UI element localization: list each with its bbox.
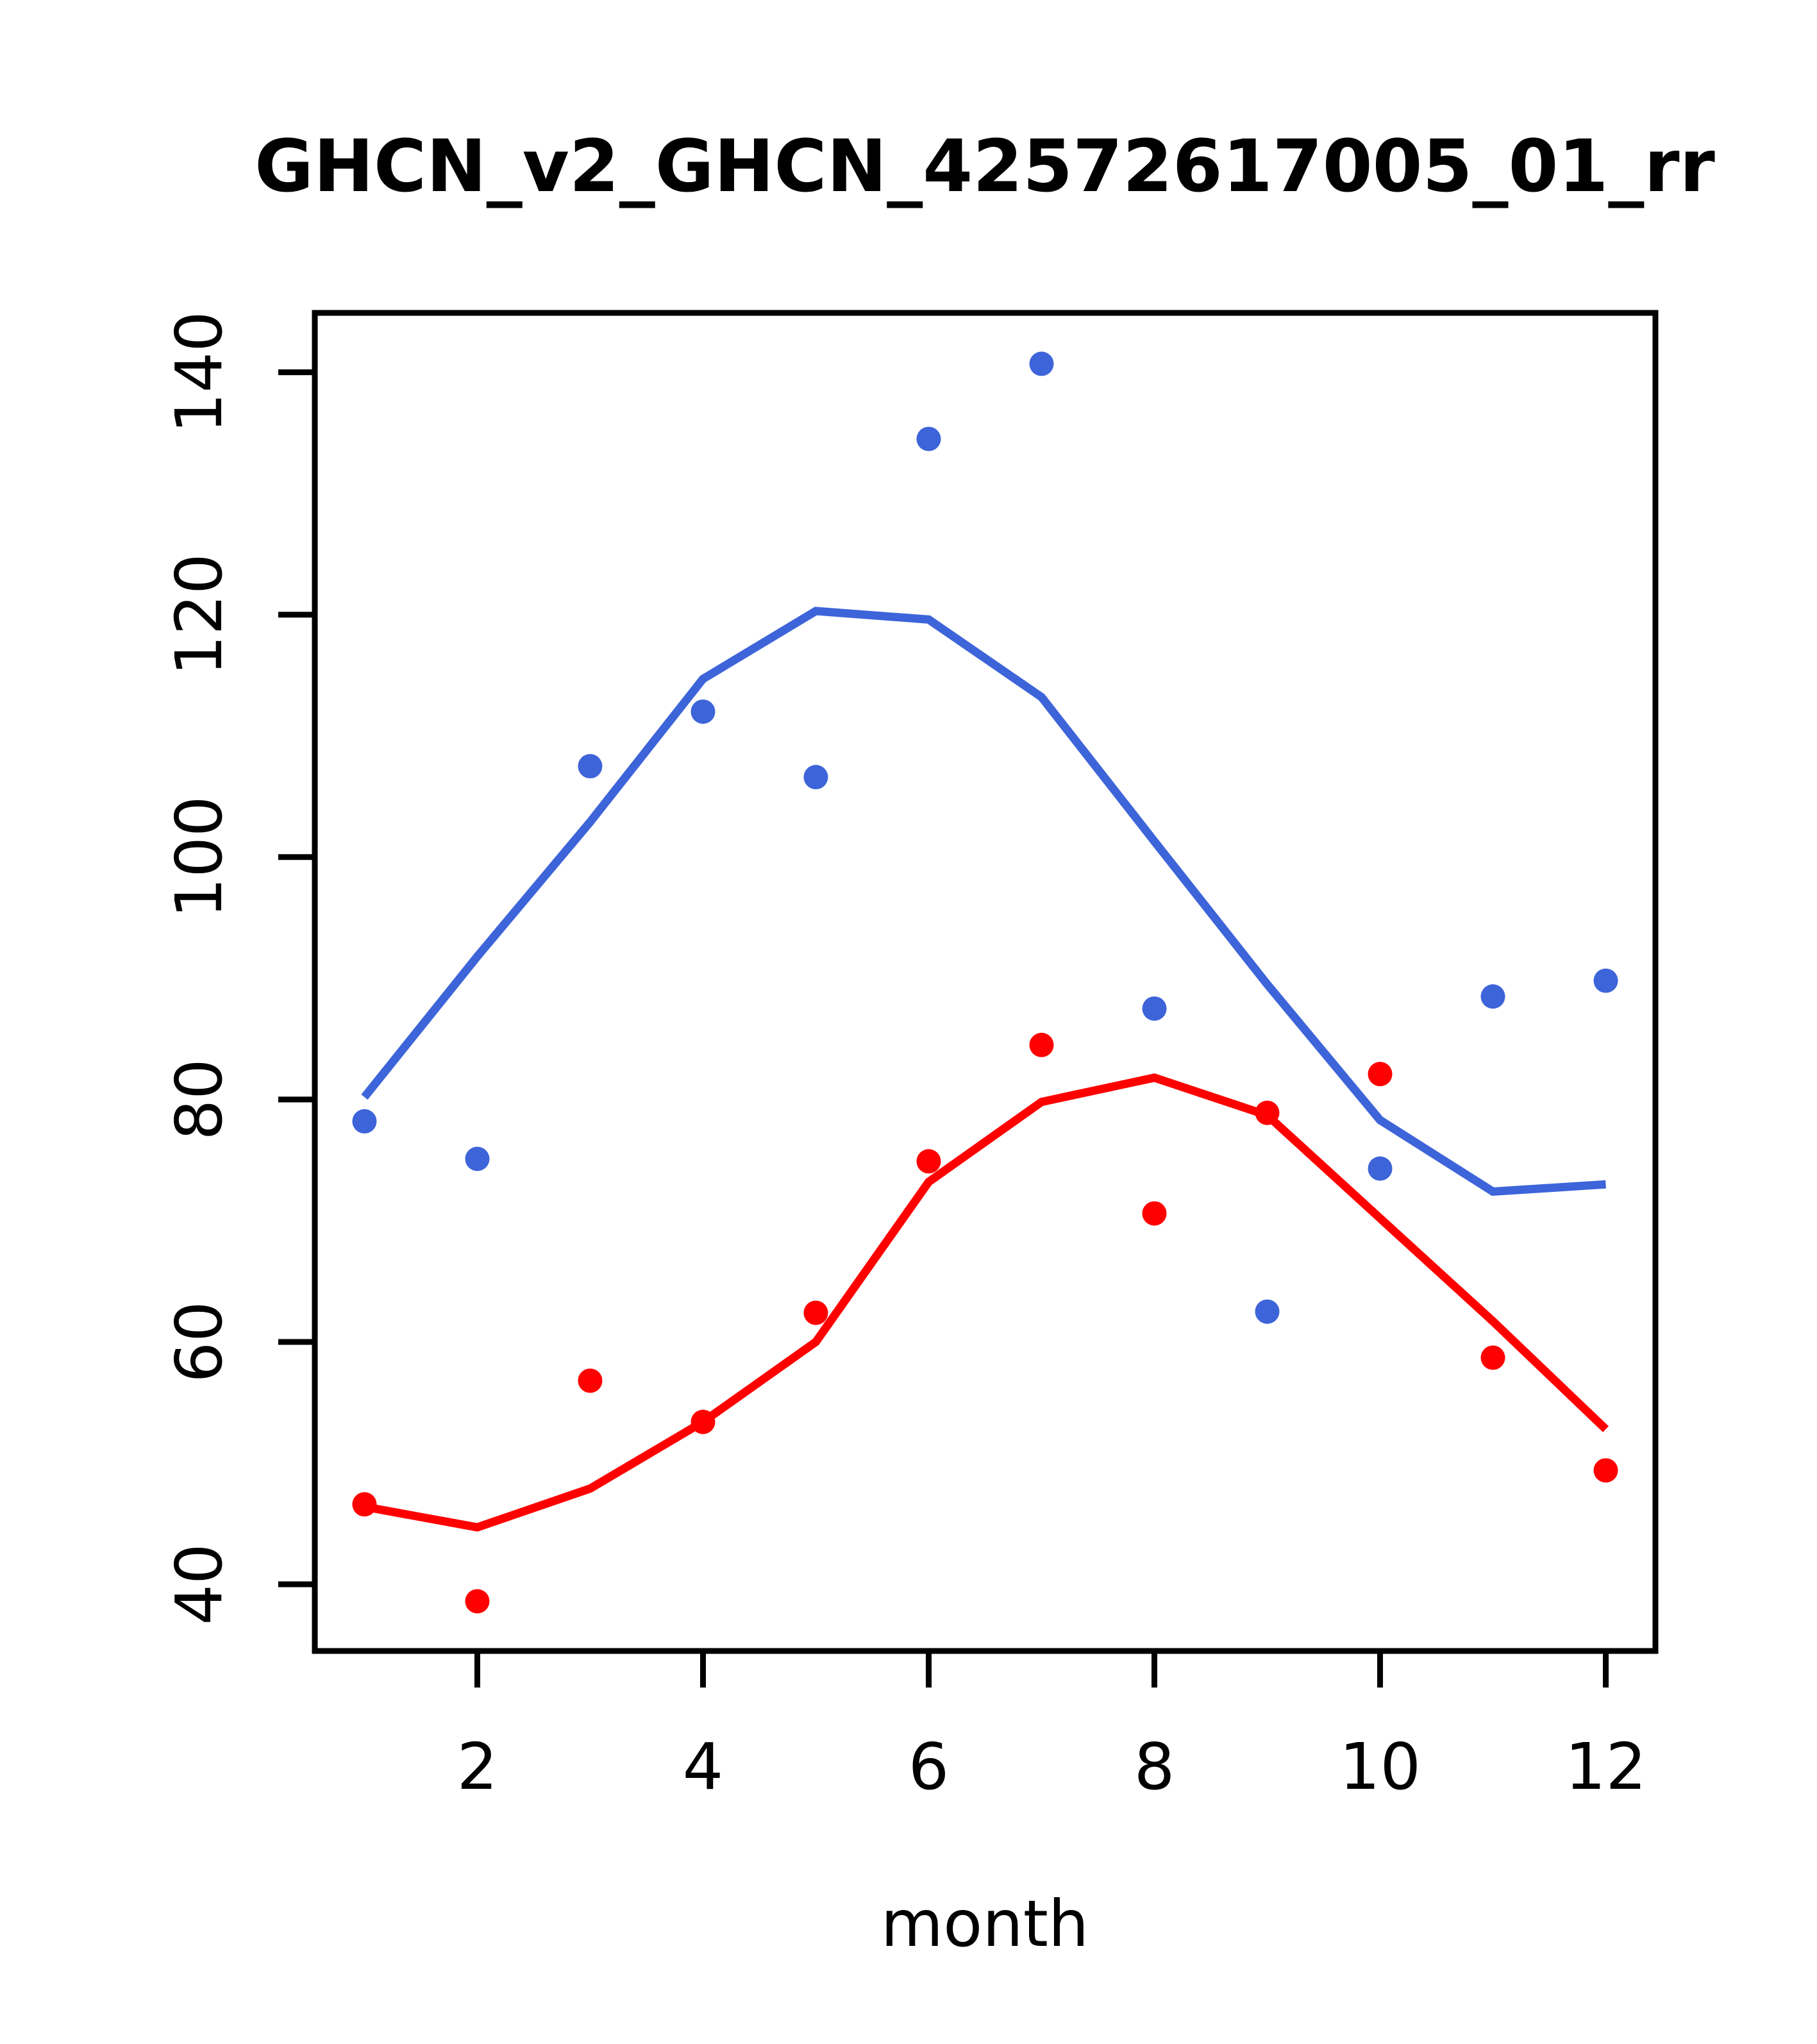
y-tick-label: 100	[162, 796, 237, 918]
x-tick-label: 4	[683, 1729, 724, 1804]
plot-border	[312, 310, 1659, 1654]
series-1-points-point	[1480, 984, 1505, 1009]
series-1-points-point	[1142, 996, 1167, 1021]
series-2-points-point	[1142, 1201, 1167, 1226]
x-tick-label: 2	[457, 1729, 498, 1804]
plot-title: GHCN_v2_GHCN_42572617005_01_rr	[255, 125, 1715, 208]
series-1-points-point	[691, 699, 716, 724]
series-layer	[352, 351, 1618, 1614]
series-2-lowess-line	[364, 1073, 1609, 1532]
series-2-points-point	[803, 1300, 828, 1325]
y-tick-label: 120	[162, 553, 237, 676]
y-tick-label: 140	[162, 311, 237, 433]
y-tick-label: 60	[162, 1301, 237, 1382]
series-1-points-point	[1255, 1299, 1280, 1324]
series-1-points-point	[803, 765, 828, 790]
series-1-points-point	[1029, 351, 1054, 376]
series-1-points-point	[352, 1109, 377, 1134]
series-2-points-point	[1029, 1032, 1054, 1057]
series-1-points-point	[1593, 968, 1618, 993]
series-2-points-point	[465, 1589, 490, 1614]
series-2-points-point	[1593, 1458, 1618, 1483]
y-axis: 40 60 80 100 120 140	[162, 311, 315, 1625]
x-axis-label: month	[881, 1886, 1089, 1961]
series-1-lowess-line	[361, 607, 1606, 1196]
series-2-points-point	[578, 1368, 603, 1393]
series-1-points-point	[916, 426, 941, 451]
x-tick-label: 12	[1565, 1729, 1646, 1804]
y-tick-label: 80	[162, 1059, 237, 1140]
series-1-points-point	[1368, 1156, 1393, 1181]
x-tick-label: 10	[1339, 1729, 1421, 1804]
series-1-points-point	[465, 1146, 490, 1171]
x-tick-label: 6	[908, 1729, 950, 1804]
x-tick-label: 8	[1134, 1729, 1175, 1804]
x-axis: 2 4 6 8 10 12	[457, 1651, 1646, 1804]
series-2-points-point	[1480, 1345, 1505, 1370]
y-tick-label: 40	[162, 1543, 237, 1625]
series-2-points-point	[1368, 1062, 1393, 1087]
series-2-points-point	[916, 1149, 941, 1174]
series-1-points-point	[578, 754, 603, 779]
